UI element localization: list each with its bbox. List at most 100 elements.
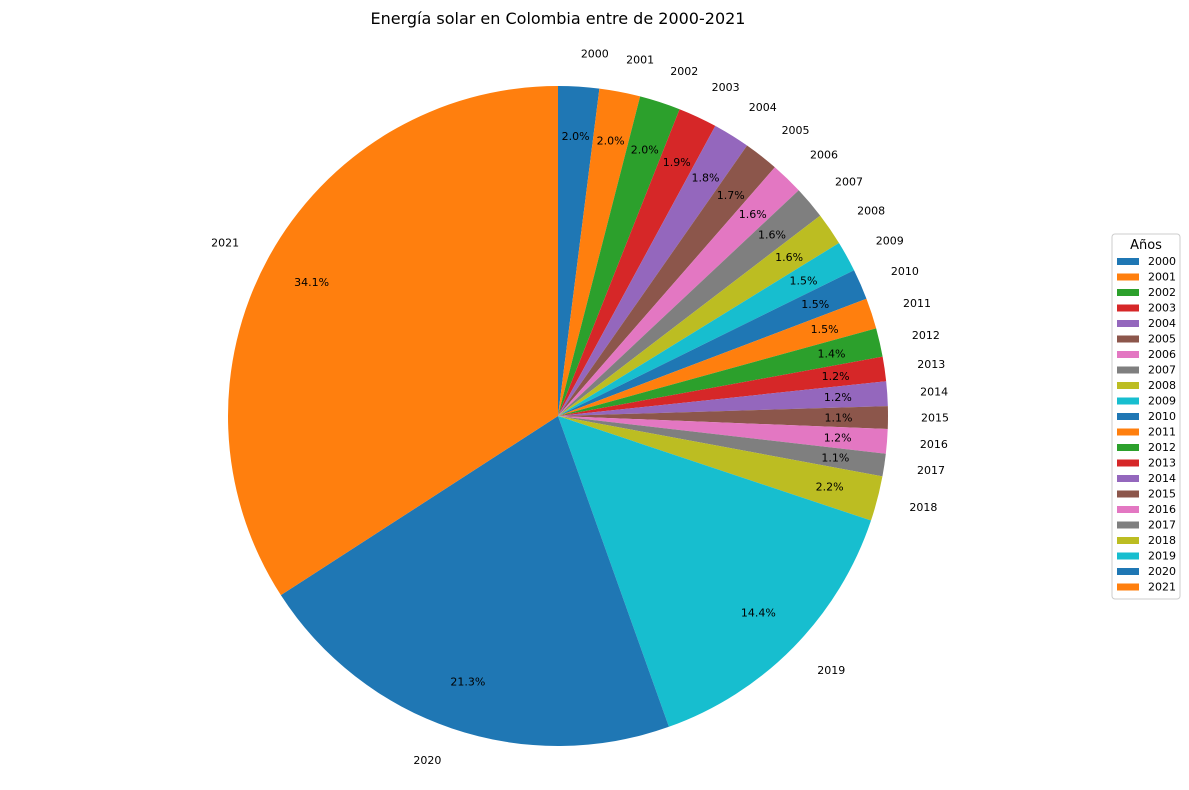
slice-percent-2005: 1.7%: [717, 189, 745, 202]
legend-label-2000: 2000: [1148, 255, 1176, 268]
legend-swatch-2021: [1117, 583, 1139, 591]
legend-label-2001: 2001: [1148, 271, 1176, 284]
pie-slice-2014: [558, 381, 888, 416]
legend-swatch-2004: [1117, 320, 1139, 327]
legend-label-2011: 2011: [1148, 426, 1176, 439]
slice-label-2021: 2021: [211, 236, 239, 249]
slice-percent-2021: 34.1%: [294, 276, 329, 289]
slice-percent-2019: 14.4%: [741, 606, 776, 619]
legend-swatch-2016: [1117, 506, 1139, 513]
slice-percent-2017: 1.1%: [821, 452, 849, 465]
pie-slice-2018: [558, 416, 883, 521]
pie-slice-2015: [558, 406, 888, 429]
legend-swatch-2008: [1117, 382, 1139, 389]
legend-label-2021: 2021: [1148, 581, 1176, 594]
legend-label-2019: 2019: [1148, 550, 1176, 563]
slice-label-2003: 2003: [712, 81, 740, 94]
legend-swatch-2009: [1117, 397, 1139, 405]
slice-percent-2004: 1.8%: [691, 171, 719, 184]
slice-label-2007: 2007: [835, 175, 863, 188]
slice-percent-2012: 1.4%: [817, 347, 845, 360]
legend: Años 20002001200220032004200520062007200…: [1111, 233, 1181, 600]
slice-percent-2013: 1.2%: [822, 370, 850, 383]
slice-label-2014: 2014: [920, 385, 948, 398]
slice-percent-2008: 1.6%: [775, 251, 803, 264]
legend-items: 2000 2001 2002 2003 2004 2005 2006 2007 2008 2009…: [1117, 255, 1176, 594]
legend-swatch-2010: [1117, 413, 1139, 420]
legend-label-2008: 2008: [1148, 379, 1176, 392]
slice-label-2020: 2020: [413, 754, 441, 767]
slice-percent-2000: 2.0%: [562, 130, 590, 143]
legend-label-2014: 2014: [1148, 472, 1176, 485]
legend-label-2009: 2009: [1148, 395, 1176, 408]
slice-percent-2018: 2.2%: [816, 480, 844, 493]
slice-percent-2016: 1.2%: [824, 432, 852, 445]
legend-title: Años: [1130, 238, 1162, 253]
percent-labels: 2.0% 2.0% 2.0% 1.9%1.8% 1.7% 1.6% 1.6% 1.6% 1.5%…: [294, 130, 852, 689]
legend-label-2007: 2007: [1148, 364, 1176, 377]
legend-swatch-2020: [1117, 568, 1139, 575]
slice-percent-2001: 2.0%: [597, 134, 625, 147]
legend-swatch-2006: [1117, 351, 1139, 358]
pie-slice-2019: [558, 416, 872, 727]
slice-label-2004: 2004: [749, 101, 777, 114]
legend-label-2020: 2020: [1148, 565, 1176, 578]
chart-title: Energía solar en Colombia entre de 2000-…: [371, 9, 746, 28]
slice-percent-2014: 1.2%: [824, 391, 852, 404]
pie-slice-2012: [558, 328, 883, 416]
legend-label-2018: 2018: [1148, 534, 1176, 547]
legend-label-2015: 2015: [1148, 488, 1176, 501]
slice-label-2012: 2012: [912, 329, 940, 342]
slice-label-2002: 2002: [670, 65, 698, 78]
slice-label-2009: 2009: [876, 234, 904, 247]
legend-swatch-2014: [1117, 475, 1139, 482]
legend-swatch-2013: [1117, 459, 1139, 467]
pie-slices: [228, 86, 888, 746]
slice-label-2006: 2006: [810, 149, 838, 162]
slice-percent-2015: 1.1%: [825, 411, 853, 424]
pie-slice-2016: [558, 416, 888, 454]
pie-slice-2008: [558, 215, 840, 416]
slice-label-2017: 2017: [917, 464, 945, 477]
slice-percent-2006: 1.6%: [739, 208, 767, 221]
legend-swatch-2001: [1117, 273, 1139, 281]
slice-percent-2009: 1.5%: [790, 274, 818, 287]
pie-slice-2010: [558, 270, 867, 416]
legend-label-2003: 2003: [1148, 302, 1176, 315]
slice-percent-2010: 1.5%: [801, 298, 829, 311]
pie-slice-2017: [558, 416, 886, 477]
legend-label-2013: 2013: [1148, 457, 1176, 470]
legend-label-2005: 2005: [1148, 333, 1176, 346]
pie-slice-2011: [558, 298, 877, 416]
legend-swatch-2019: [1117, 552, 1139, 560]
pie-slice-2021: [228, 86, 559, 596]
legend-swatch-2002: [1117, 289, 1139, 296]
slice-label-2018: 2018: [909, 501, 937, 514]
slice-label-2010: 2010: [891, 265, 919, 278]
legend-label-2016: 2016: [1148, 503, 1176, 516]
slice-percent-2002: 2.0%: [631, 143, 659, 156]
legend-swatch-2007: [1117, 366, 1139, 374]
legend-swatch-2011: [1117, 428, 1139, 436]
slice-label-2011: 2011: [903, 297, 931, 310]
pie-slice-2002: [558, 96, 680, 416]
legend-swatch-2018: [1117, 537, 1139, 544]
legend-label-2010: 2010: [1148, 410, 1176, 423]
legend-label-2002: 2002: [1148, 286, 1176, 299]
slice-percent-2007: 1.6%: [758, 229, 786, 242]
slice-percent-2011: 1.5%: [811, 323, 839, 336]
slice-label-2013: 2013: [917, 358, 945, 371]
pie-slice-2013: [558, 356, 887, 416]
slice-label-2000: 2000: [581, 48, 609, 61]
pie-slice-2001: [558, 88, 641, 416]
pie-slice-2004: [558, 125, 748, 416]
slice-label-2019: 2019: [817, 664, 845, 677]
legend-swatch-2003: [1117, 304, 1139, 312]
pie-slice-2007: [558, 190, 821, 416]
slice-label-2001: 2001: [626, 53, 654, 66]
legend-label-2017: 2017: [1148, 519, 1176, 532]
slice-label-2008: 2008: [857, 204, 885, 217]
pie-slice-2020: [280, 416, 669, 746]
legend-swatch-2005: [1117, 335, 1139, 343]
